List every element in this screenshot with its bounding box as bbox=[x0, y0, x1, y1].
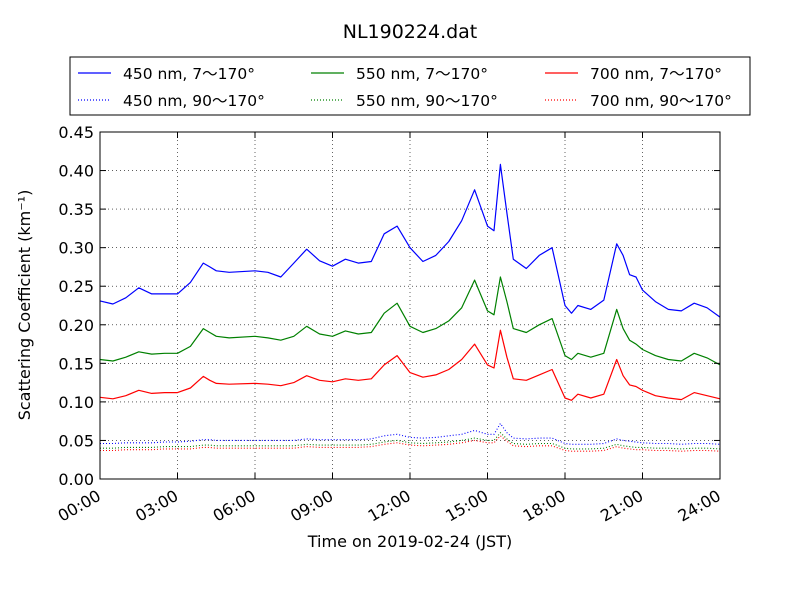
series-line-5 bbox=[99, 329, 721, 401]
x-tick-label: 24:00 bbox=[675, 486, 724, 526]
plot-series bbox=[99, 163, 721, 452]
y-axis-label: Scattering Coefficient (km⁻¹) bbox=[15, 190, 34, 421]
series-line-3 bbox=[99, 276, 721, 366]
y-tick-label: 0.15 bbox=[58, 354, 94, 373]
legend-label: 700 nm, 7～170° bbox=[590, 65, 722, 83]
x-tick-label: 09:00 bbox=[287, 486, 336, 526]
y-tick-label: 0.30 bbox=[58, 239, 94, 258]
x-tick-label: 00:00 bbox=[55, 486, 104, 526]
y-tick-label: 0.10 bbox=[58, 393, 94, 412]
legend-label: 700 nm, 90～170° bbox=[590, 92, 732, 110]
x-tick-label: 18:00 bbox=[520, 486, 569, 526]
series-line-1 bbox=[99, 163, 721, 318]
y-tick-label: 0.05 bbox=[58, 431, 94, 450]
x-tick-label: 12:00 bbox=[365, 486, 414, 526]
legend-label: 450 nm, 90～170° bbox=[123, 92, 265, 110]
chart-title: NL190224.dat bbox=[343, 21, 478, 43]
x-tick-label: 06:00 bbox=[210, 486, 259, 526]
y-tick-label: 0.40 bbox=[58, 162, 94, 181]
legend-label: 550 nm, 90～170° bbox=[356, 92, 498, 110]
y-tick-label: 0.45 bbox=[58, 123, 94, 142]
series-line-6 bbox=[100, 435, 721, 452]
x-axis-label: Time on 2019-02-24 (JST) bbox=[307, 532, 512, 551]
y-tick-label: 0.00 bbox=[58, 470, 94, 489]
x-tick-label: 15:00 bbox=[442, 486, 491, 526]
chart-legend: 450 nm, 7～170° 550 nm, 7～170° 700 nm, 7～17… bbox=[69, 56, 751, 116]
series-line-4 bbox=[100, 432, 721, 450]
legend-label: 450 nm, 7～170° bbox=[123, 65, 255, 83]
y-tick-label: 0.20 bbox=[58, 316, 94, 335]
x-tick-label: 03:00 bbox=[132, 486, 181, 526]
y-tick-label: 0.25 bbox=[58, 277, 94, 296]
grid-lines bbox=[100, 132, 720, 479]
x-tick-label: 21:00 bbox=[597, 486, 646, 526]
y-axis-ticks: 0.00 0.05 0.10 0.15 0.20 0.25 0.30 0.35 0.40 0.45 bbox=[58, 123, 720, 489]
y-tick-label: 0.35 bbox=[58, 200, 94, 219]
series-line-2 bbox=[100, 422, 721, 445]
legend-label: 550 nm, 7～170° bbox=[356, 65, 488, 83]
legend-frame bbox=[69, 56, 751, 116]
